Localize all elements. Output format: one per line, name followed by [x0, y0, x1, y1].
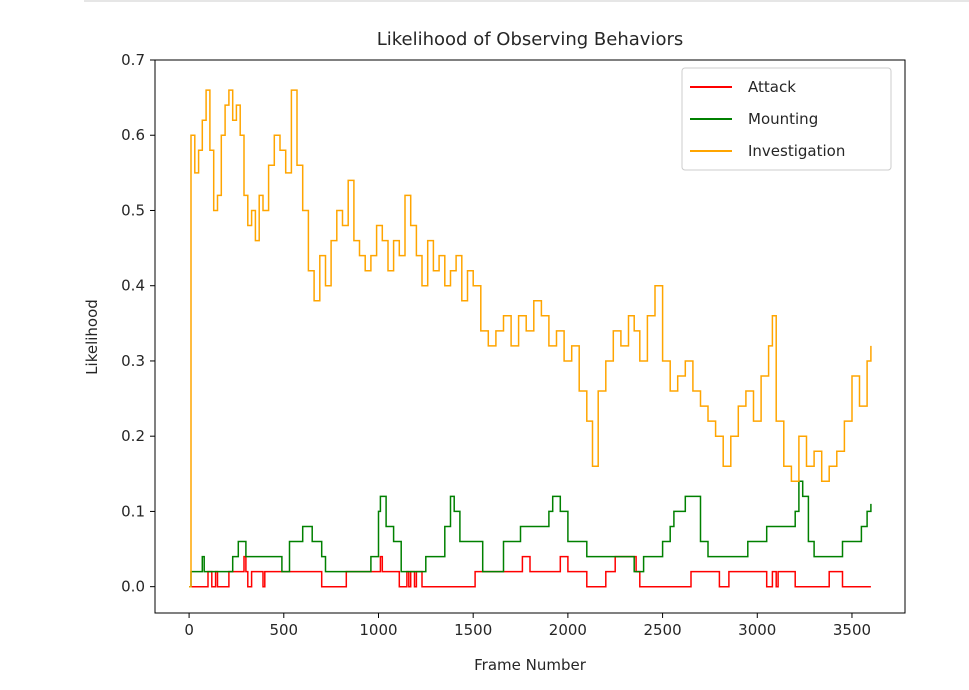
x-tick-label: 0: [184, 621, 194, 639]
y-tick-label: 0.5: [121, 201, 145, 219]
y-tick-label: 0.4: [121, 277, 145, 295]
y-tick-label: 0.6: [121, 126, 145, 144]
plot-area-frame: [154, 59, 906, 614]
y-tick-label: 0.0: [121, 578, 145, 596]
y-tick-label: 0.2: [121, 427, 145, 445]
series-line-investigation: [189, 89, 872, 588]
series-line-attack: [189, 555, 871, 588]
legend-label-mounting: Mounting: [748, 110, 818, 128]
series-layer: [189, 89, 872, 588]
legend-label-attack: Attack: [748, 78, 796, 96]
x-axis-label: Frame Number: [474, 656, 587, 674]
x-tick-label: 1500: [454, 621, 492, 639]
x-tick-label: 2000: [549, 621, 587, 639]
x-tick-label: 2500: [643, 621, 681, 639]
x-tick-label: 3500: [833, 621, 871, 639]
legend-label-investigation: Investigation: [748, 142, 845, 160]
legend-box: [681, 67, 892, 171]
y-tick-label: 0.3: [121, 352, 145, 370]
x-tick-label: 1000: [359, 621, 397, 639]
y-axis: 0.0 0.1 0.2 0.3 0.4 0.5 0.6 0.7: [121, 51, 155, 596]
x-tick-label: 500: [269, 621, 298, 639]
chart-title: Likelihood of Observing Behaviors: [377, 29, 684, 50]
legend: Attack Mounting Investigation: [681, 67, 892, 171]
y-tick-label: 0.7: [121, 51, 145, 69]
x-axis: 0 500 1000 1500 2000 2500 3000 3500: [184, 613, 871, 639]
notebook-cell-border: [84, 0, 969, 2]
y-axis-label: Likelihood: [83, 299, 101, 375]
x-tick-label: 3000: [738, 621, 776, 639]
series-line-mounting: [189, 480, 872, 588]
y-tick-label: 0.1: [121, 502, 145, 520]
